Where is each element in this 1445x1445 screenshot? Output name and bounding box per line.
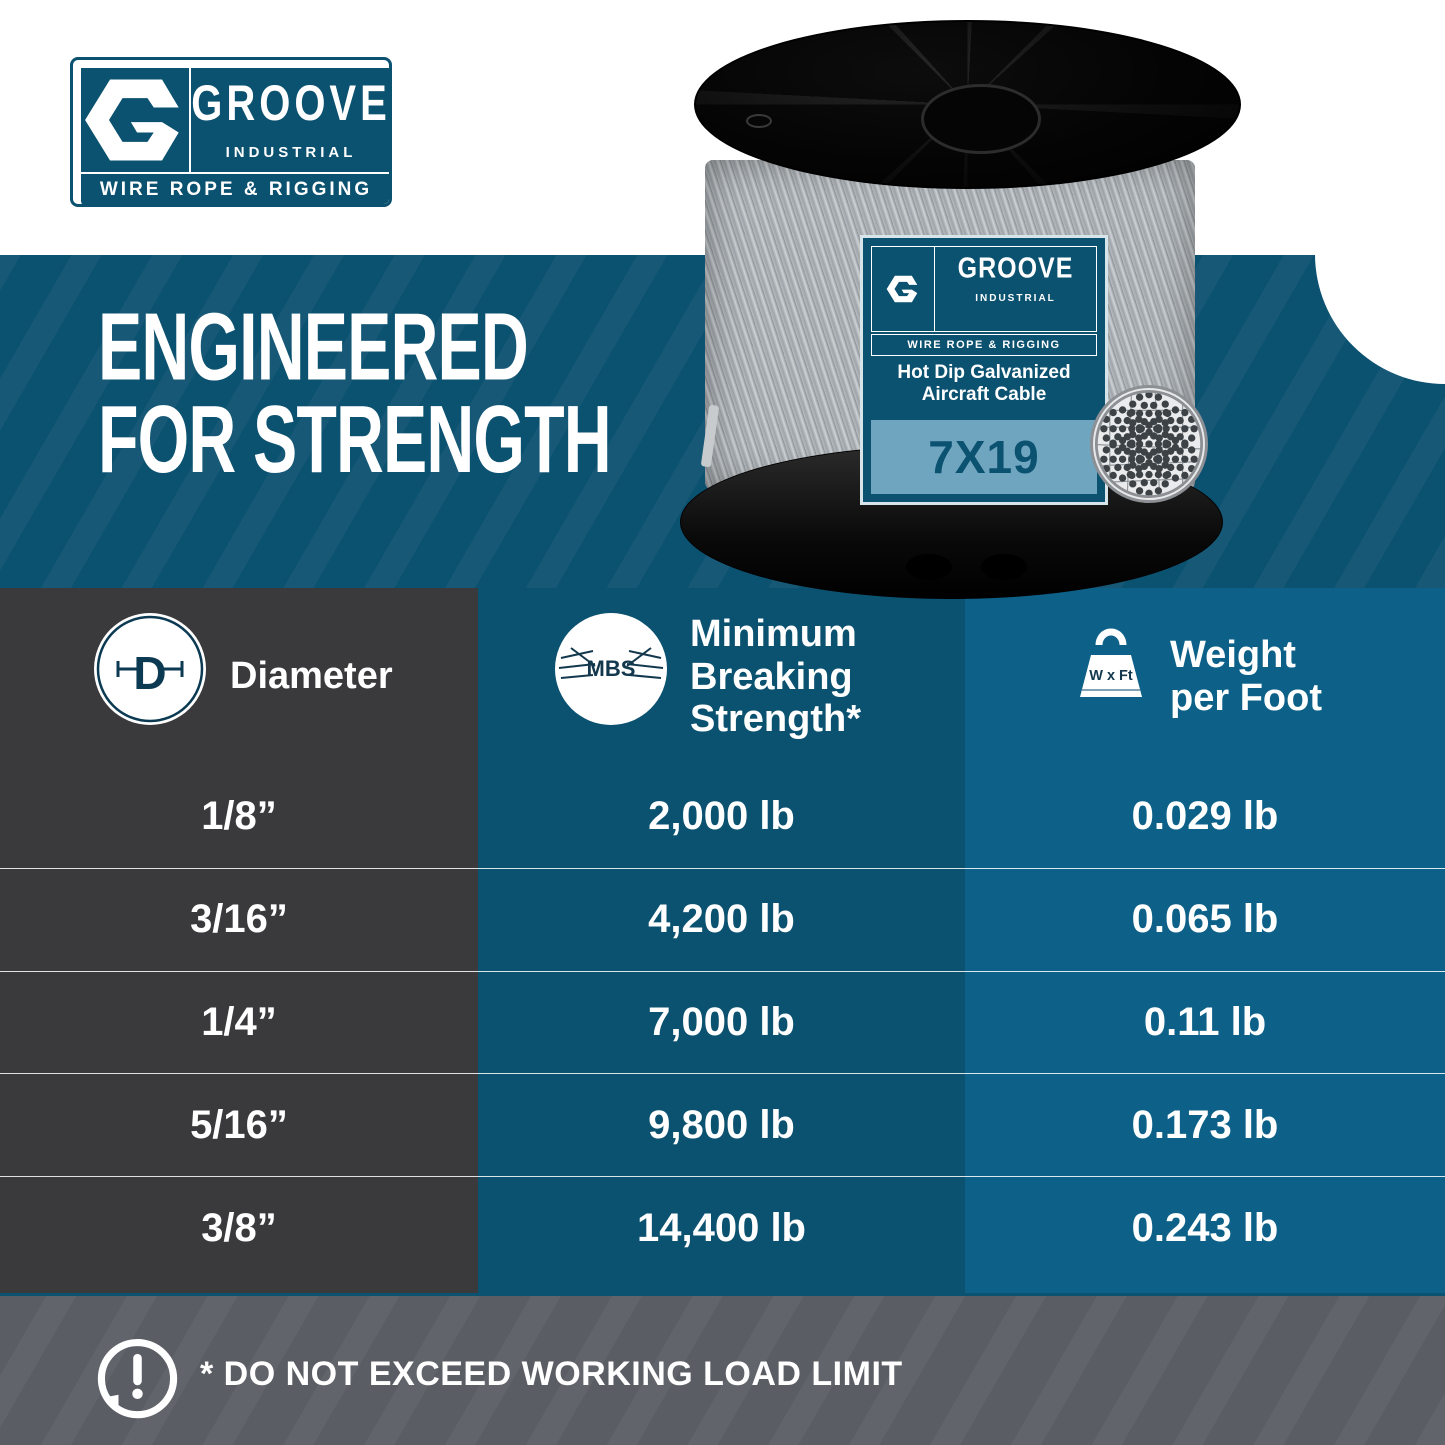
svg-text:D: D [133, 647, 166, 699]
svg-text:W x Ft: W x Ft [1089, 668, 1133, 684]
svg-text:MBS: MBS [587, 656, 636, 681]
